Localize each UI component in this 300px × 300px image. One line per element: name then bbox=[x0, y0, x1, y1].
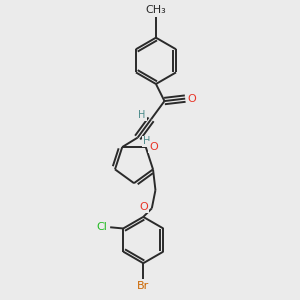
Text: O: O bbox=[149, 142, 158, 152]
Text: CH₃: CH₃ bbox=[146, 4, 166, 14]
Text: Cl: Cl bbox=[96, 222, 107, 232]
Text: Br: Br bbox=[137, 281, 149, 291]
Text: H: H bbox=[143, 136, 150, 146]
Text: O: O bbox=[140, 202, 148, 212]
Text: O: O bbox=[188, 94, 196, 103]
Text: H: H bbox=[139, 110, 146, 120]
